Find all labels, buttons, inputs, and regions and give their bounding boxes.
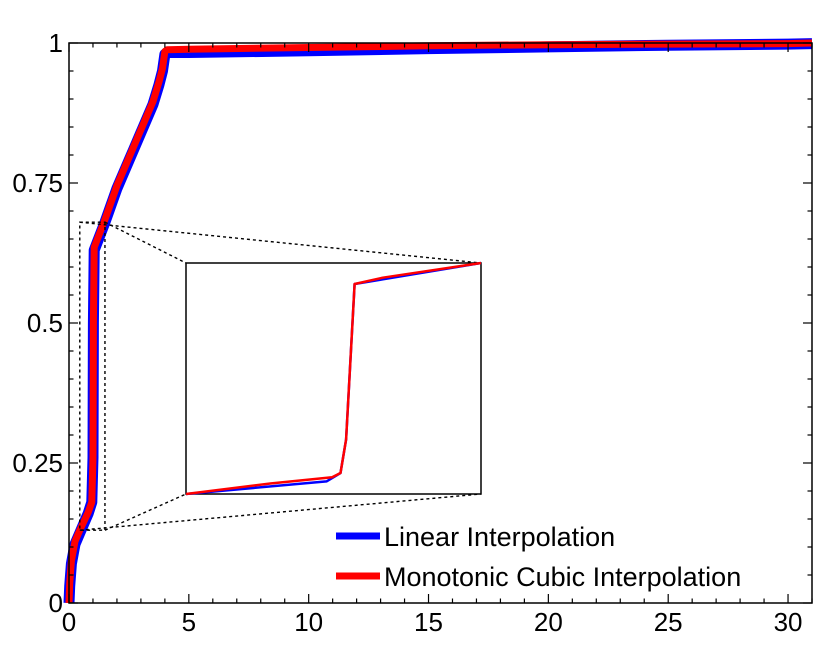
x-tick-label: 15 bbox=[414, 607, 443, 637]
y-tick-label: 0.5 bbox=[27, 308, 63, 338]
zoom-guide-line bbox=[79, 221, 482, 264]
series-line-1 bbox=[65, 39, 813, 604]
zoom-guide-line bbox=[104, 221, 187, 264]
inset-frame bbox=[185, 262, 482, 495]
zoom-guides bbox=[79, 221, 482, 531]
zoom-guide-line bbox=[104, 493, 187, 531]
legend-label-monotonic-cubic: Monotonic Cubic Interpolation bbox=[384, 562, 741, 592]
x-tick-label: 20 bbox=[534, 607, 563, 637]
x-tick-label: 5 bbox=[182, 607, 196, 637]
axis-ticks bbox=[68, 42, 813, 604]
y-tick-label: 0.75 bbox=[12, 168, 63, 198]
y-axis-tick-labels: 0 0.25 0.5 0.75 1 bbox=[12, 28, 63, 618]
x-tick-label: 10 bbox=[294, 607, 323, 637]
x-tick-label: 0 bbox=[62, 607, 76, 637]
legend-label-linear: Linear Interpolation bbox=[384, 522, 615, 552]
x-tick-label: 30 bbox=[774, 607, 803, 637]
x-tick-label: 25 bbox=[654, 607, 683, 637]
inset-zoom-panel bbox=[185, 261, 482, 496]
y-tick-label: 0.25 bbox=[12, 448, 63, 478]
zoom-region-box bbox=[79, 221, 106, 531]
y-tick-label: 0 bbox=[49, 588, 63, 618]
zoom-guide-line bbox=[79, 493, 482, 531]
legend: Linear Interpolation Monotonic Cubic Int… bbox=[336, 522, 741, 592]
x-axis-tick-labels: 0 5 10 15 20 25 30 bbox=[62, 607, 803, 637]
y-tick-label: 1 bbox=[49, 28, 63, 58]
inset-series-line-1 bbox=[185, 261, 482, 496]
